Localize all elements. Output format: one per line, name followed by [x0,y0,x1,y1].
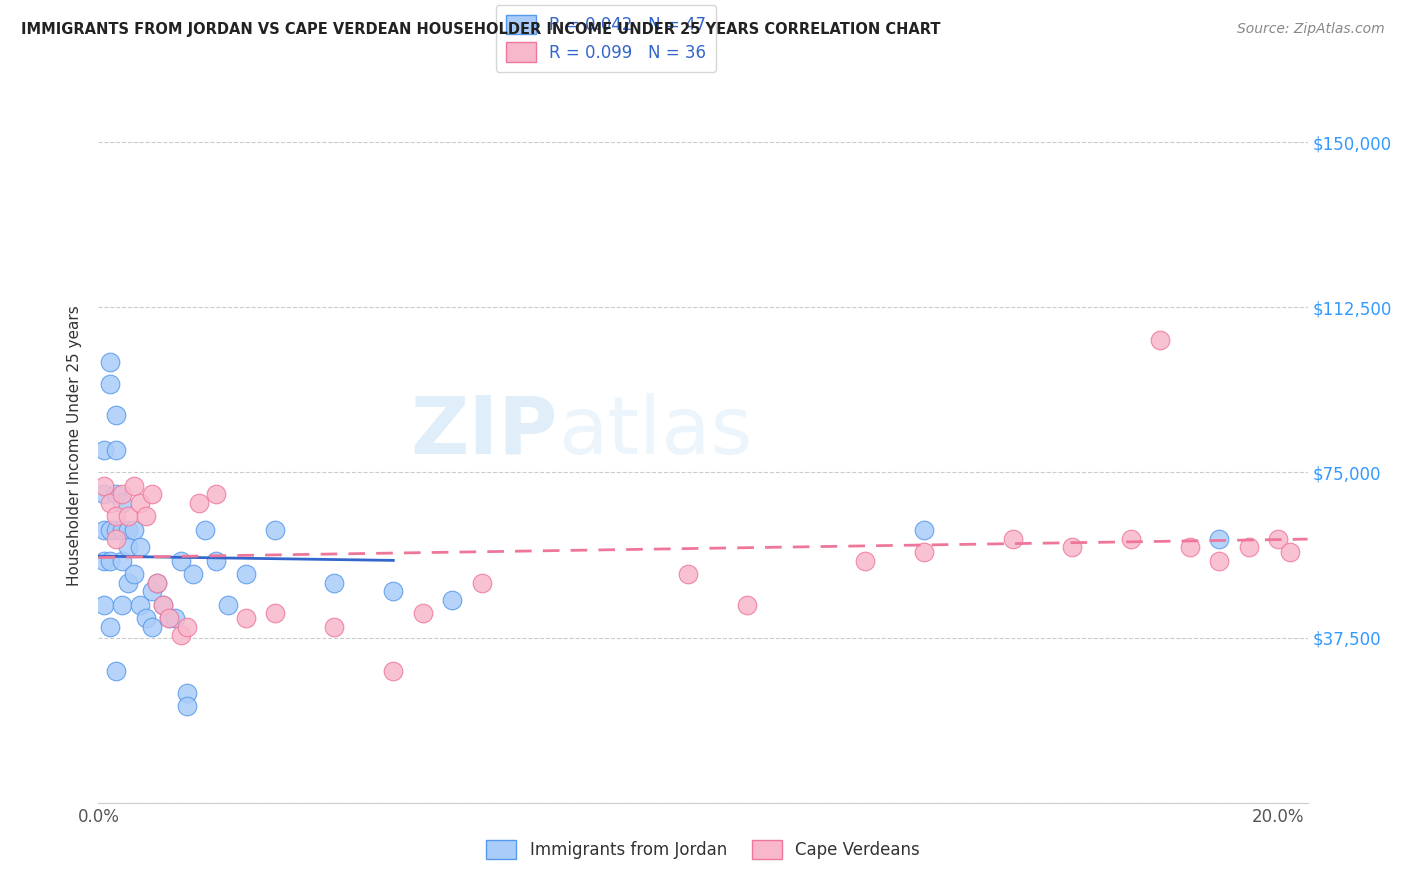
Point [93,487,115,501]
Point [912,545,935,559]
Point [382,584,405,599]
Point [93,443,115,458]
Text: atlas: atlas [558,392,752,471]
Point [135,509,157,524]
Point [205,553,228,567]
Point [98,619,121,633]
Point [1001,532,1024,546]
Point [1278,545,1301,559]
Point [105,532,128,546]
Point [98,355,121,369]
Point [111,553,134,567]
Point [1178,541,1201,555]
Point [105,487,128,501]
Point [157,611,180,625]
Point [105,443,128,458]
Point [176,619,198,633]
Point [912,523,935,537]
Point [141,619,163,633]
Point [105,664,128,678]
Point [98,377,121,392]
Point [128,598,150,612]
Point [235,566,257,581]
Point [105,509,128,524]
Point [176,686,198,700]
Point [235,611,257,625]
Point [122,478,145,492]
Point [111,487,134,501]
Point [187,496,209,510]
Text: ZIP: ZIP [411,392,558,471]
Point [98,553,121,567]
Y-axis label: Householder Income Under 25 years: Householder Income Under 25 years [67,306,83,586]
Point [128,496,150,510]
Point [471,575,494,590]
Point [323,575,346,590]
Point [117,509,139,524]
Point [264,523,287,537]
Point [735,598,758,612]
Point [264,607,287,621]
Point [165,611,187,625]
Point [105,408,128,422]
Point [146,575,169,590]
Point [181,566,204,581]
Point [135,611,157,625]
Point [152,598,174,612]
Point [98,496,121,510]
Point [170,628,193,642]
Point [128,541,150,555]
Point [117,575,139,590]
Point [141,487,163,501]
Point [157,611,180,625]
Point [194,523,217,537]
Point [117,523,139,537]
Legend: Immigrants from Jordan, Cape Verdeans: Immigrants from Jordan, Cape Verdeans [479,833,927,866]
Point [1119,532,1142,546]
Point [176,698,198,713]
Point [111,523,134,537]
Point [98,523,121,537]
Point [146,575,169,590]
Point [111,496,134,510]
Text: IMMIGRANTS FROM JORDAN VS CAPE VERDEAN HOUSEHOLDER INCOME UNDER 25 YEARS CORRELA: IMMIGRANTS FROM JORDAN VS CAPE VERDEAN H… [21,22,941,37]
Point [117,541,139,555]
Point [1237,541,1260,555]
Point [1060,541,1083,555]
Point [205,487,228,501]
Point [217,598,239,612]
Point [93,553,115,567]
Point [678,566,700,581]
Point [152,598,174,612]
Point [1208,532,1230,546]
Point [105,523,128,537]
Point [441,593,464,607]
Point [1149,333,1171,347]
Point [122,523,145,537]
Point [93,478,115,492]
Point [323,619,346,633]
Point [1208,553,1230,567]
Point [412,607,434,621]
Point [170,553,193,567]
Point [122,566,145,581]
Point [111,598,134,612]
Text: Source: ZipAtlas.com: Source: ZipAtlas.com [1237,22,1385,37]
Point [853,553,876,567]
Point [1267,532,1289,546]
Point [382,664,405,678]
Point [93,598,115,612]
Point [93,523,115,537]
Point [141,584,163,599]
